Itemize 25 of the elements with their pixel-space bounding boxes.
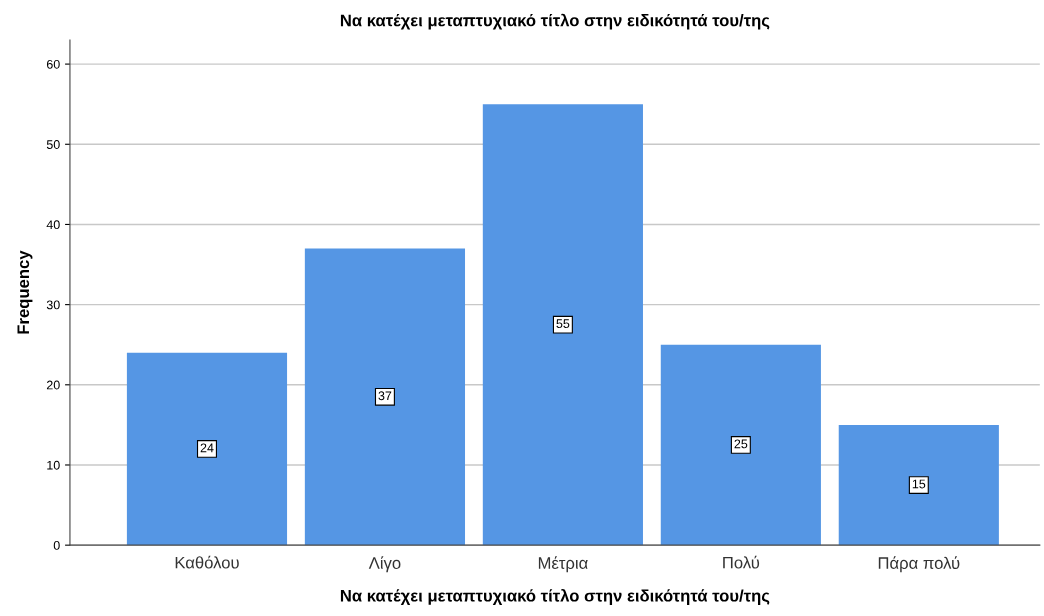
x-tick-label: Καθόλου bbox=[175, 555, 239, 569]
y-tick-label: 40 bbox=[46, 220, 60, 230]
y-tick-label: 0 bbox=[53, 540, 60, 550]
data-label: 15 bbox=[912, 479, 926, 489]
bar bbox=[304, 248, 466, 546]
bar bbox=[838, 424, 999, 546]
y-tick-label: 60 bbox=[46, 59, 60, 69]
x-tick-label: Λίγο bbox=[368, 556, 401, 573]
bar bbox=[126, 352, 288, 546]
bar bbox=[482, 104, 643, 546]
x-tick-label: Πάρα πολύ bbox=[878, 556, 960, 573]
bar bbox=[660, 344, 821, 546]
data-label: 55 bbox=[556, 319, 570, 329]
y-tick-label: 10 bbox=[47, 460, 60, 470]
y-tick-label: 20 bbox=[46, 380, 60, 390]
y-axis-title: Frequency bbox=[17, 250, 33, 334]
x-tick-label: Πολύ bbox=[723, 555, 760, 569]
data-label: 25 bbox=[734, 439, 748, 449]
y-tick-label: 50 bbox=[46, 140, 60, 149]
chart-title: Να κατέχει μεταπτυχιακό τίτλο στην ειδικότητά του/της bbox=[340, 13, 770, 30]
data-label: 24 bbox=[200, 443, 214, 453]
data-label: 37 bbox=[378, 391, 392, 401]
y-tick-label: 30 bbox=[46, 300, 60, 310]
x-tick-label: Μέτρια bbox=[538, 556, 588, 573]
x-axis-title: Να κατέχει μεταπτυχιακό τίτλο στην ειδικότητά του/της bbox=[340, 588, 770, 605]
